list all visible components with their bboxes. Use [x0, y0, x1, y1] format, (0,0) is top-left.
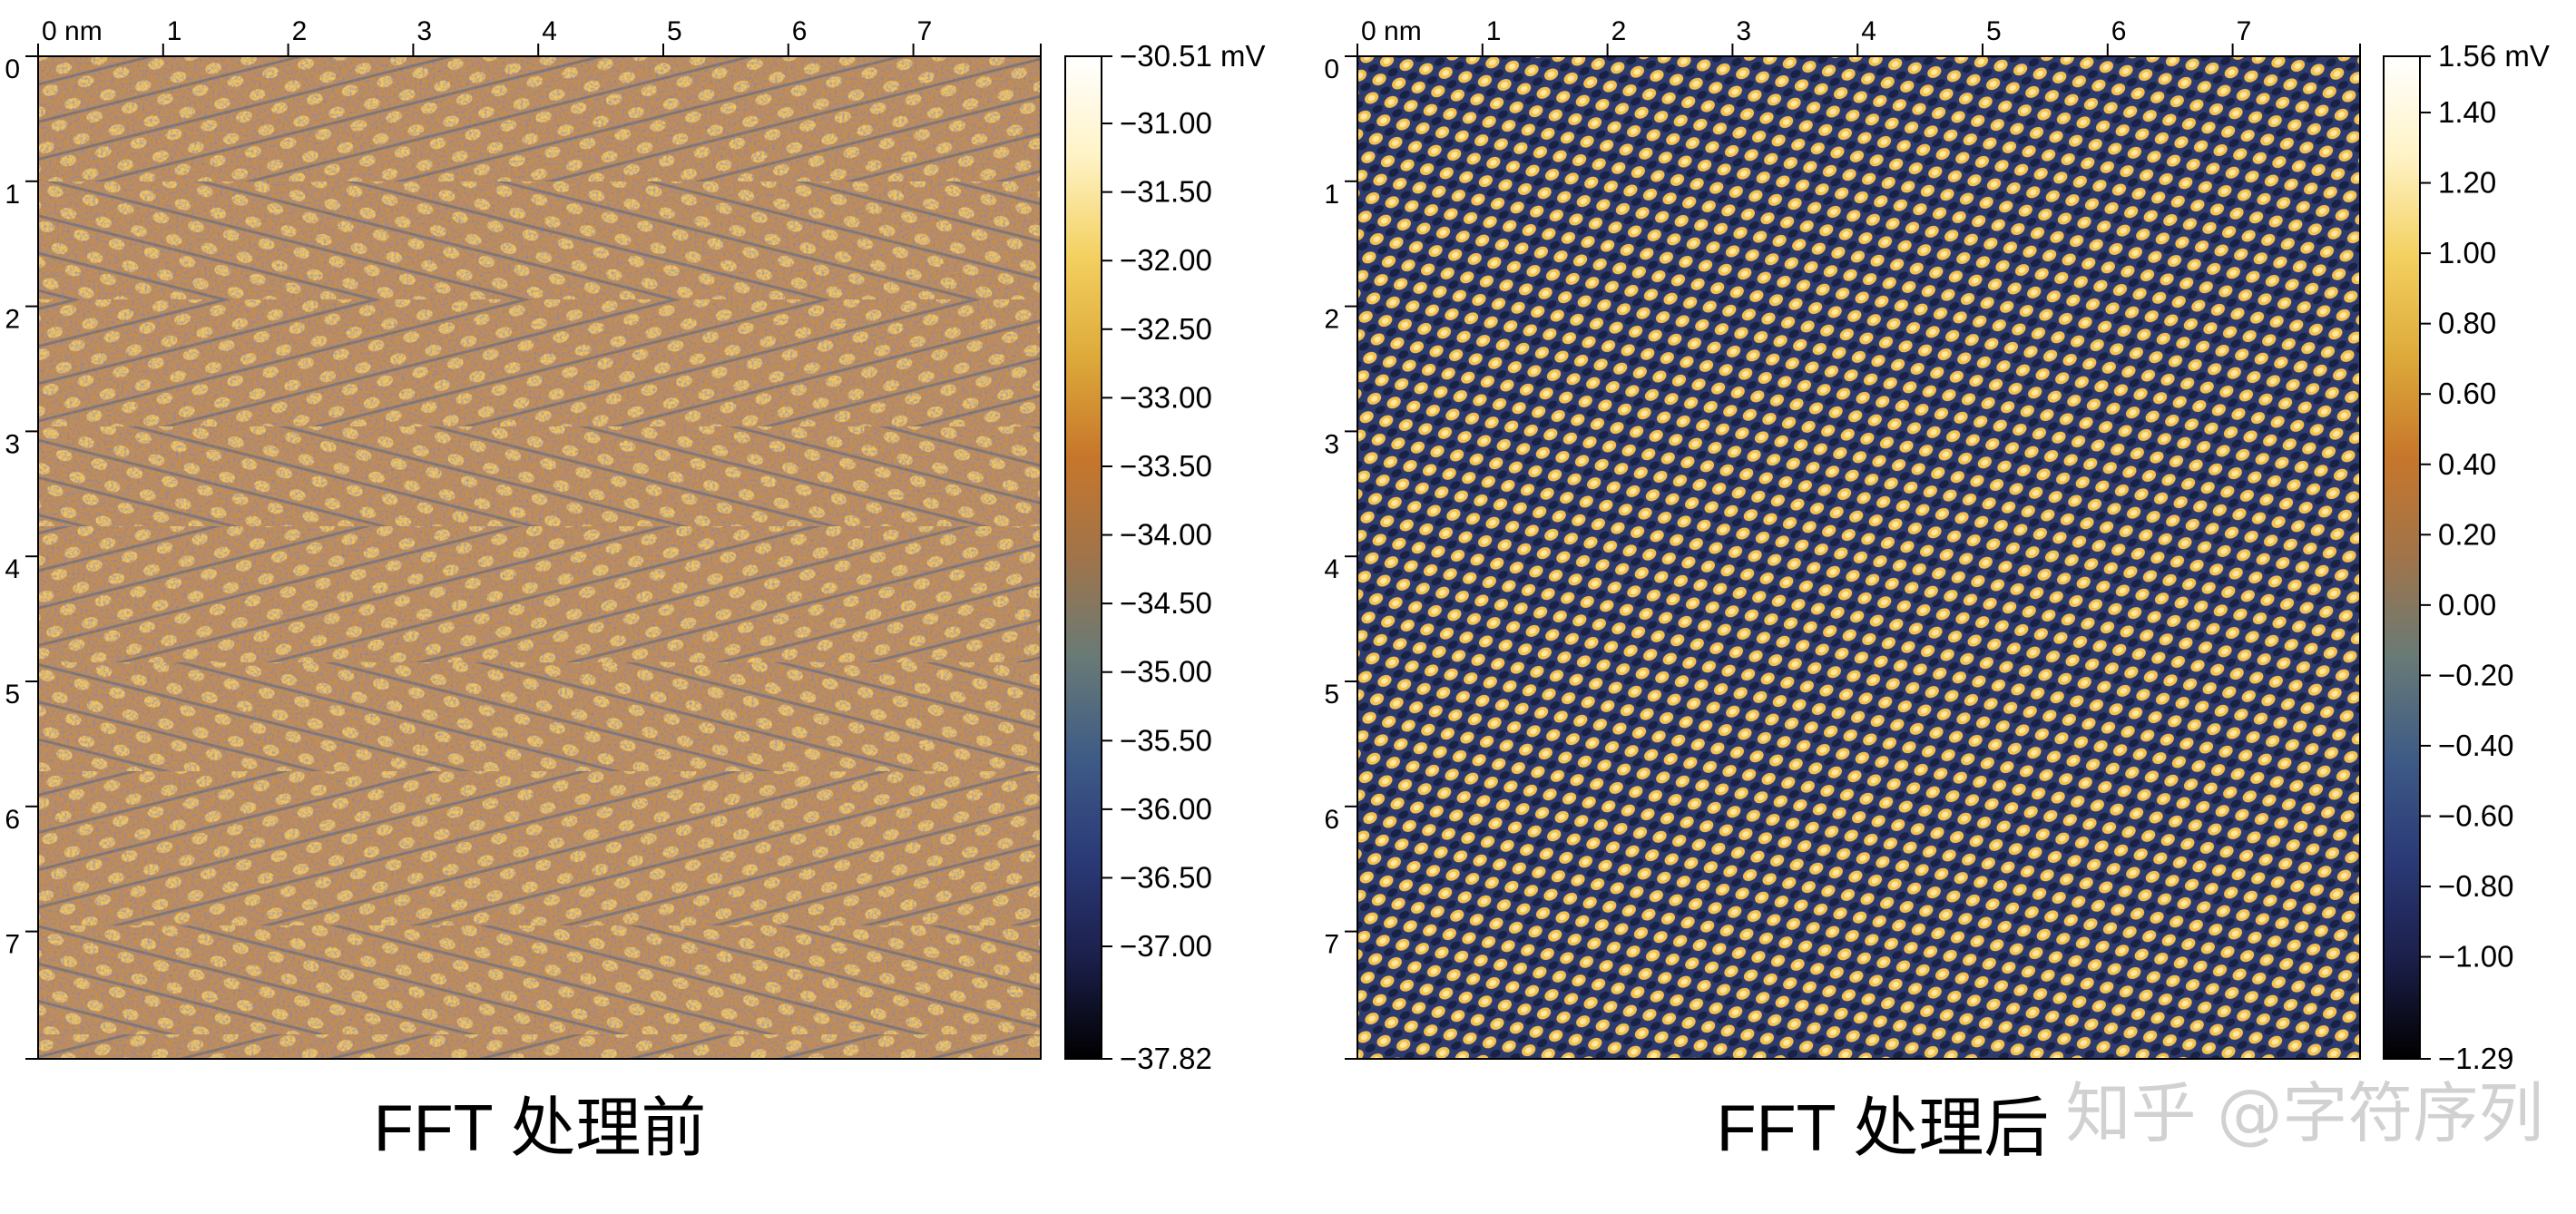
colorbar-label: −0.60	[2438, 798, 2514, 832]
colorbar-before: −30.51 mV −31.00 −31.50 −32.00 −32.50 −33.00 −…	[1064, 39, 1266, 1075]
colorbar-label: 0.20	[2438, 517, 2496, 551]
colorbar-label: −36.00	[1120, 792, 1212, 826]
x-tick-label: 5	[667, 16, 682, 46]
colorbar-label: 0.60	[2438, 377, 2496, 410]
y-tick-label: 7	[5, 930, 20, 960]
y-axis-before: 0 1 2 3 4 5 6 7	[5, 54, 38, 1060]
x-axis-after: 0 nm 1 2 3 4 5 6 7	[1357, 16, 2361, 56]
x-tick-label: 3	[1736, 16, 1751, 46]
colorbar-label: −33.00	[1120, 380, 1212, 414]
colorbar-ticks-after: 1.56 mV 1.40 1.20 1.00 0.80 0.60 0.40 0.20 0.00 −…	[2420, 39, 2550, 1075]
colorbar-label: 0.80	[2438, 307, 2496, 340]
y-tick-label: 6	[1324, 805, 1339, 835]
y-tick-label: 3	[1324, 429, 1339, 459]
colorbar-label: −35.00	[1120, 655, 1212, 689]
y-tick-label: 4	[1324, 554, 1339, 584]
colorbar-label: −37.00	[1120, 929, 1212, 963]
x-tick-label: 0 nm	[1361, 16, 1422, 46]
colorbar-label: −33.50	[1120, 449, 1212, 483]
x-tick-label: 2	[1611, 16, 1627, 46]
panel-after: 0 nm 1 2 3 4 5 6 7 0 1 2 3 4 5 6 7 1.56 mV 1.40 1.20 1.00…	[1324, 16, 2550, 1165]
colorbar-label: −0.20	[2438, 658, 2514, 691]
y-tick-label: 5	[5, 680, 20, 710]
x-tick-label: 7	[2237, 16, 2252, 46]
x-tick-label: 6	[792, 16, 808, 46]
x-tick-label: 1	[1486, 16, 1502, 46]
x-tick-label: 2	[292, 16, 308, 46]
colorbar-label: 1.00	[2438, 236, 2496, 269]
y-tick-label: 1	[1324, 180, 1339, 210]
image-frame-before	[37, 55, 1042, 1060]
y-tick-label: 2	[1324, 305, 1339, 335]
y-tick-label: 4	[5, 554, 20, 584]
colorbar-label: −35.50	[1120, 723, 1212, 757]
y-tick-label: 1	[5, 180, 20, 210]
x-tick-label: 4	[542, 16, 557, 46]
y-tick-label: 3	[5, 429, 20, 459]
colorbar-after: 1.56 mV 1.40 1.20 1.00 0.80 0.60 0.40 0.20 0.00 −…	[2383, 39, 2550, 1075]
x-tick-label: 1	[167, 16, 182, 46]
colorbar-label: −31.50	[1120, 175, 1212, 209]
colorbar-ticks-before: −30.51 mV −31.00 −31.50 −32.00 −32.50 −33.00 −…	[1102, 39, 1266, 1075]
colorbar-label: 1.56 mV	[2438, 39, 2550, 73]
colorbar-label: −1.00	[2438, 940, 2514, 974]
x-tick-label: 4	[1861, 16, 1876, 46]
y-tick-label: 5	[1324, 680, 1339, 710]
colorbar-label: −32.00	[1120, 243, 1212, 277]
image-frame-after	[1357, 55, 2361, 1060]
caption-before: FFT 处理前	[374, 1092, 707, 1165]
y-axis-after: 0 1 2 3 4 5 6 7	[1324, 54, 1357, 1060]
x-tick-label: 7	[917, 16, 933, 46]
x-tick-label: 3	[416, 16, 432, 46]
y-tick-label: 7	[1324, 930, 1339, 960]
panel-before: 0 nm 1 2 3 4 5 6 7 0 1 2 3 4 5 6 7 −30.51 mV −31.00 −31.…	[5, 16, 1265, 1165]
colorbar-label: −36.50	[1120, 860, 1212, 894]
x-tick-label: 0 nm	[42, 16, 103, 46]
y-tick-label: 2	[5, 305, 20, 335]
stm-image-before	[38, 56, 1041, 1059]
colorbar-label: 0.00	[2438, 588, 2496, 622]
x-tick-label: 6	[2111, 16, 2127, 46]
watermark: 知乎 @字符序列	[2066, 1075, 2544, 1151]
colorbar-label: −34.00	[1120, 518, 1212, 552]
colorbar-label: −0.40	[2438, 729, 2514, 762]
y-tick-label: 0	[1324, 54, 1339, 84]
y-tick-label: 6	[5, 805, 20, 835]
x-tick-label: 5	[1986, 16, 2002, 46]
colorbar-label: −34.50	[1120, 586, 1212, 620]
y-tick-label: 0	[5, 54, 20, 84]
colorbar-label: −37.82	[1120, 1042, 1212, 1075]
caption-after: FFT 处理后	[1717, 1092, 2050, 1165]
stm-image-after	[1357, 56, 2360, 1059]
colorbar-label: 1.40	[2438, 95, 2496, 129]
colorbar-label: −1.29	[2438, 1042, 2514, 1075]
colorbar-label: −31.00	[1120, 106, 1212, 140]
colorbar-label: −30.51 mV	[1120, 39, 1266, 73]
colorbar-label: −0.80	[2438, 869, 2514, 903]
colorbar-label: 1.20	[2438, 166, 2496, 200]
colorbar-label: −32.50	[1120, 312, 1212, 346]
x-axis-before: 0 nm 1 2 3 4 5 6 7	[37, 16, 1042, 56]
colorbar-label: 0.40	[2438, 447, 2496, 481]
